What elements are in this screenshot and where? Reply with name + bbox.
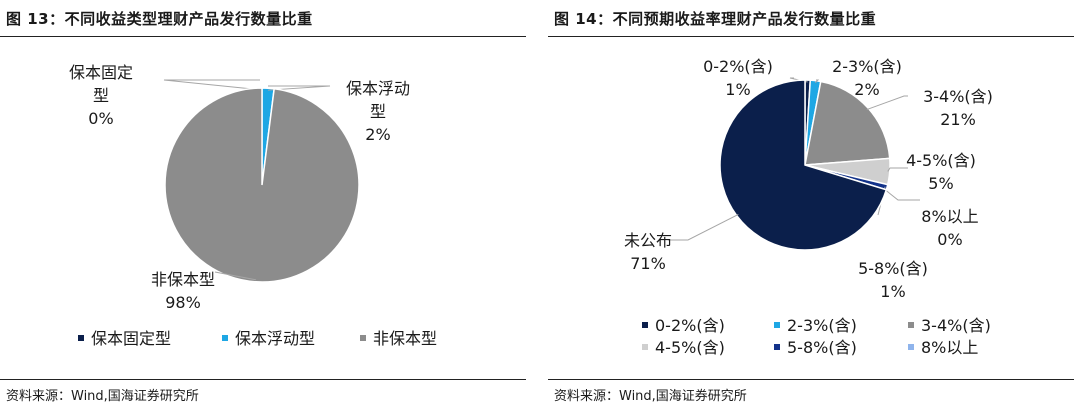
- legend-label: 非保本型: [373, 329, 437, 348]
- slice-label: 保本固定: [69, 63, 133, 82]
- legend-label: 保本浮动型: [235, 329, 315, 348]
- slice-value-label: 1%: [725, 80, 750, 99]
- source-rule: [0, 379, 526, 380]
- slice-label: 3-4%(含): [923, 87, 993, 106]
- chart-title: 图 13：不同收益类型理财产品发行数量比重: [6, 10, 313, 28]
- leader-line: [866, 95, 908, 111]
- source-rule: [548, 379, 1074, 380]
- leader-line: [814, 79, 820, 83]
- slice-value-label: 2%: [854, 80, 879, 99]
- legend-swatch: [774, 344, 780, 350]
- slice-label: 8%以上: [921, 207, 978, 226]
- slice-label: 非保本型: [151, 270, 215, 289]
- slice-label: 型: [370, 102, 386, 121]
- leader-line: [267, 85, 331, 91]
- slice-label: 保本浮动: [346, 79, 410, 98]
- legend-swatch: [774, 322, 780, 328]
- pie-slice-3-4-2: [804, 80, 891, 166]
- chart-panel-left: 图 13：不同收益类型理财产品发行数量比重 保本固定型 0% 保本浮动型 2% 非保本型…: [0, 0, 532, 417]
- slice-value-label: 21%: [940, 110, 976, 129]
- legend-swatch: [642, 344, 648, 350]
- legend-label: 4-5%(含): [655, 338, 725, 357]
- source-note: 资料来源：Wind,国海证券研究所: [554, 389, 747, 404]
- legend-label: 3-4%(含): [921, 316, 991, 335]
- slice-value-label: 1%: [880, 282, 905, 301]
- slice-label: 5-8%(含): [858, 259, 928, 278]
- slice-label: 4-5%(含): [906, 151, 976, 170]
- legend-swatch: [908, 322, 914, 328]
- legend-label: 0-2%(含): [655, 316, 725, 335]
- chart-panel-right: 图 14：不同预期收益率理财产品发行数量比重 0-2%(含) 1% 2-3%(含) 2…: [548, 0, 1080, 417]
- pie-chart-right: 0-2%(含) 1% 2-3%(含) 2% 3-4%(含) 21% 4-5%(含) 5% 5-8…: [624, 57, 993, 357]
- title-rule: [548, 36, 1074, 37]
- legend-swatch: [642, 322, 648, 328]
- leader-line: [163, 79, 263, 91]
- leader-line: [668, 213, 739, 241]
- slice-value-label: 71%: [630, 254, 666, 273]
- legend-label: 2-3%(含): [787, 316, 857, 335]
- leader-line: [884, 188, 920, 201]
- chart-title: 图 14：不同预期收益率理财产品发行数量比重: [554, 10, 877, 28]
- leader-line: [887, 167, 908, 172]
- legend-label: 保本固定型: [91, 329, 171, 348]
- legend-label: 5-8%(含): [787, 338, 857, 357]
- slice-value-label: 0%: [88, 109, 113, 128]
- slice-label: 2-3%(含): [832, 57, 902, 76]
- slice-value-label: 5%: [928, 174, 953, 193]
- slice-label: 0-2%(含): [703, 57, 773, 76]
- pie-slice-slice-2: [164, 87, 360, 283]
- title-rule: [0, 36, 526, 37]
- legend-label: 8%以上: [921, 338, 978, 357]
- legend-swatch: [908, 344, 914, 350]
- legend-swatch: [222, 335, 228, 341]
- slice-value-label: 2%: [365, 125, 390, 144]
- source-note: 资料来源：Wind,国海证券研究所: [6, 389, 199, 404]
- slice-label: 未公布: [624, 231, 672, 250]
- legend-swatch: [78, 335, 84, 341]
- slice-value-label: 98%: [165, 293, 201, 312]
- slice-value-label: 0%: [937, 230, 962, 249]
- leader-line: [214, 271, 257, 281]
- legend-swatch: [360, 335, 366, 341]
- slice-label: 型: [93, 86, 109, 105]
